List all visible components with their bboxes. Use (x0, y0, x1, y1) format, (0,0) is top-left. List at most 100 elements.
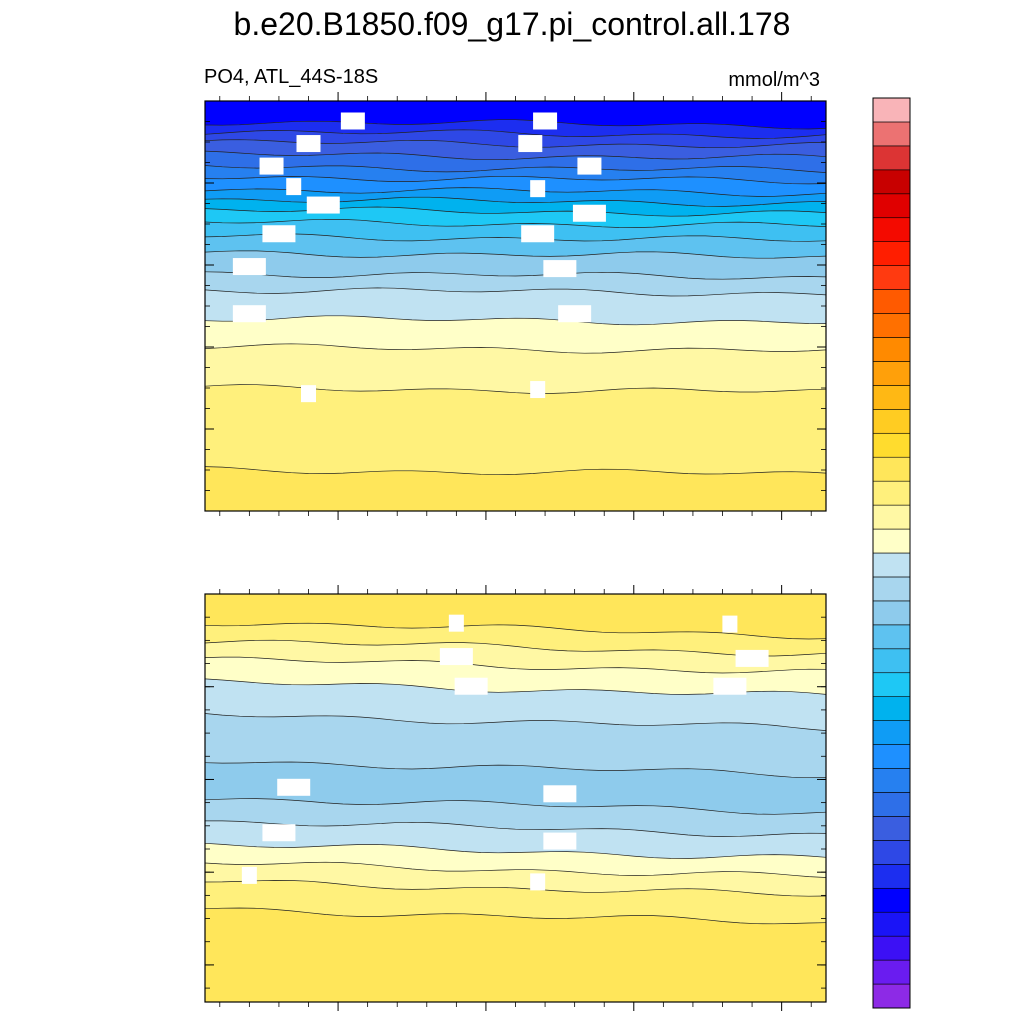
contour-band (205, 623, 826, 656)
contour-line (204, 761, 827, 779)
contour-label-box (296, 135, 321, 153)
contour-line (204, 150, 827, 161)
contour-band (205, 713, 826, 778)
contour-label-box (286, 178, 302, 196)
colorbar-swatch (872, 97, 911, 123)
contour-label-box (518, 135, 543, 153)
contour-label-box (572, 204, 606, 222)
colorbar-swatch (872, 840, 911, 865)
contour-line (204, 129, 827, 139)
colorbar-frame (872, 97, 911, 1009)
contour-label-box (340, 112, 365, 130)
contour-band (205, 798, 826, 837)
contour-label-box (232, 305, 266, 323)
contour-label-box (259, 157, 284, 175)
contour-band (205, 384, 826, 475)
contour-band (205, 250, 826, 280)
contour-band (205, 640, 826, 673)
contour-band (205, 165, 826, 184)
contour-band (205, 343, 826, 394)
contour-line (204, 271, 827, 280)
colorbar-swatch (872, 193, 911, 219)
colorbar-swatch (872, 121, 911, 147)
contour-label-box (543, 832, 577, 850)
lower-panel (204, 585, 827, 1011)
contour-band (205, 219, 826, 242)
contour-line (204, 713, 827, 731)
contour-line (204, 165, 827, 173)
contour-band (205, 466, 826, 511)
colorbar-swatch (872, 600, 911, 626)
colorbar-swatch (872, 935, 911, 961)
contour-band (205, 315, 826, 354)
variable-label: PO4, ATL_44S-18S (204, 66, 378, 88)
contour-line (204, 907, 827, 925)
contour-band (205, 594, 826, 639)
colorbar-swatch (872, 504, 911, 530)
colorbar-swatch (872, 696, 911, 721)
colorbar-swatch (872, 241, 911, 266)
contour-band (205, 151, 826, 173)
contour-label-box (722, 615, 738, 633)
contour-label-box (262, 225, 296, 243)
contour-line (204, 842, 827, 859)
contour-label-box (232, 258, 266, 276)
units-label: mmol/m^3 (728, 69, 820, 91)
contour-label-box (533, 112, 558, 130)
contour-line (204, 287, 827, 297)
colorbar-swatch (872, 576, 911, 602)
colorbar-swatch (872, 744, 911, 769)
colorbar-swatch (872, 720, 911, 745)
contour-line (204, 218, 827, 228)
colorbar-swatch (872, 217, 911, 242)
contour-label-box (306, 196, 340, 214)
contour-line (204, 466, 827, 476)
colorbar-swatch (872, 385, 911, 410)
contour-line (204, 798, 827, 815)
colorbar-swatch (872, 983, 911, 1009)
contour-label-box (558, 305, 592, 323)
contour-line (204, 343, 827, 354)
contour-line (204, 175, 827, 185)
contour-line (204, 622, 827, 640)
contour-band (205, 862, 826, 897)
contour-label-box (530, 873, 546, 891)
contour-label-box (277, 778, 311, 796)
contour-line (204, 233, 827, 242)
colorbar-swatch (872, 864, 911, 889)
colorbar-swatch (872, 672, 911, 697)
colorbar-swatch (872, 409, 911, 434)
upper-panel (204, 92, 827, 520)
colorbar-swatch (872, 887, 911, 913)
contour-label-box (454, 677, 488, 695)
colorbar-swatch (872, 337, 911, 362)
contour-label-box (262, 824, 296, 842)
contour-line (204, 315, 827, 326)
chart-title: b.e20.B1850.f09_g17.pi_control.all.178 (234, 6, 791, 42)
contour-band (205, 678, 826, 731)
colorbar-swatch (872, 959, 911, 985)
contour-line (204, 880, 827, 897)
colorbar-swatch (872, 456, 911, 482)
colorbar-swatch (872, 816, 911, 841)
contour-label-box (521, 225, 555, 243)
contour-band (205, 657, 826, 695)
colorbar (872, 97, 911, 1009)
contour-line (204, 639, 827, 657)
contour-label-box (530, 180, 546, 198)
colorbar-swatch (872, 480, 911, 506)
contour-band (205, 271, 826, 296)
contour-band (205, 908, 826, 1002)
contour-line (205, 820, 827, 837)
colorbar-swatch (872, 313, 911, 338)
colorbar-swatch (872, 265, 911, 290)
contour-band (205, 207, 826, 228)
contour-band (205, 139, 826, 160)
colorbar-swatch (872, 169, 911, 195)
contour-label-box (543, 785, 577, 803)
colorbar-swatch (872, 624, 911, 650)
contour-label-box (448, 614, 464, 632)
contour-label-box (530, 381, 546, 399)
contour-band (205, 287, 826, 325)
